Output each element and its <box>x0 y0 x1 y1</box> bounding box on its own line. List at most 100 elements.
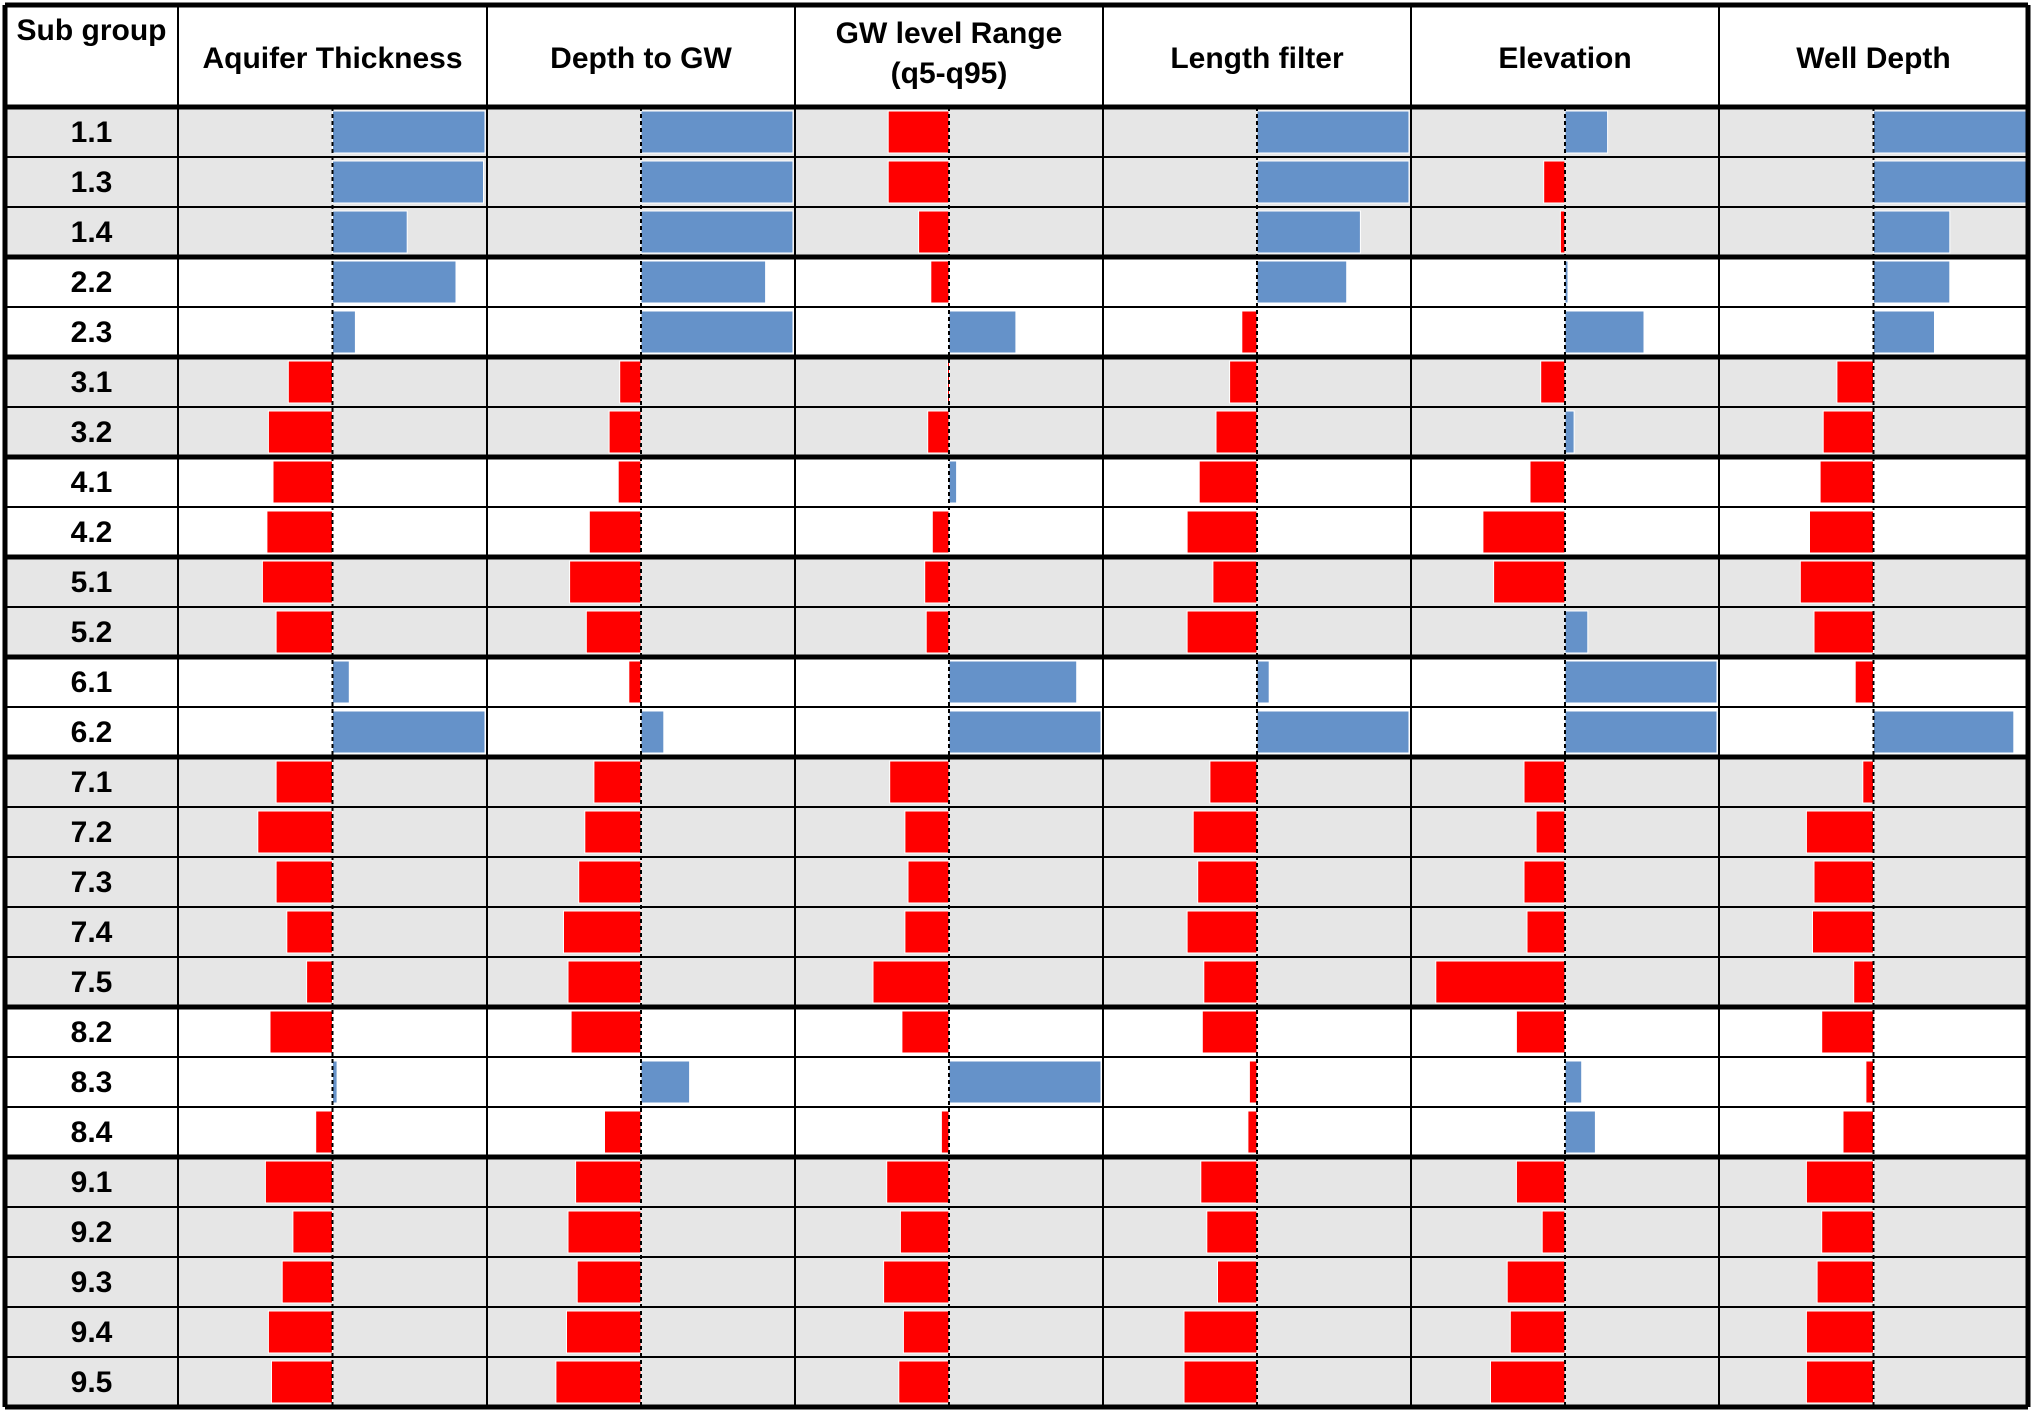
row-background-4-2 <box>5 507 2028 557</box>
bar-9-3-well-depth <box>1816 1260 1874 1304</box>
bar-7-4-length-filter <box>1186 910 1258 954</box>
bar-1-4-well-depth <box>1873 210 1951 254</box>
bar-6-2-elevation <box>1564 710 1718 754</box>
bar-8-4-well-depth <box>1842 1110 1874 1154</box>
bar-5-2-length-filter <box>1186 610 1258 654</box>
bar-1-1-elevation <box>1564 110 1609 154</box>
bar-2-3-gw-level-range-q5-q95 <box>948 310 1017 354</box>
bar-4-1-aquifer-thickness <box>272 460 333 504</box>
row-label-7-3: 7.3 <box>71 866 113 899</box>
bar-3-2-elevation <box>1564 410 1575 454</box>
bar-5-2-gw-level-range-q5-q95 <box>925 610 950 654</box>
column-header-gw-level-range-q5-q95: GW level Range <box>836 17 1063 50</box>
bar-9-3-gw-level-range-q5-q95 <box>883 1260 950 1304</box>
bar-3-1-well-depth <box>1836 360 1875 404</box>
column-header-gw-level-range-q5-q95: (q5-q95) <box>891 57 1008 90</box>
bar-7-5-length-filter <box>1203 960 1258 1004</box>
row-background-7-2 <box>5 807 2028 857</box>
row-label-4-1: 4.1 <box>71 466 113 499</box>
bar-6-2-gw-level-range-q5-q95 <box>948 710 1102 754</box>
bar-5-1-aquifer-thickness <box>261 560 334 604</box>
row-background-9-4 <box>5 1307 2028 1357</box>
bar-2-3-length-filter <box>1241 310 1258 354</box>
row-label-5-1: 5.1 <box>71 566 113 599</box>
bar-7-1-gw-level-range-q5-q95 <box>889 760 950 804</box>
bar-6-2-aquifer-thickness <box>332 710 486 754</box>
row-background-9-2 <box>5 1207 2028 1257</box>
row-label-4-2: 4.2 <box>71 516 113 549</box>
row-label-6-2: 6.2 <box>71 716 113 749</box>
row-label-1-3: 1.3 <box>71 166 113 199</box>
row-label-8-3: 8.3 <box>71 1066 113 1099</box>
bar-7-3-gw-level-range-q5-q95 <box>907 860 950 904</box>
row-label-9-3: 9.3 <box>71 1266 113 1299</box>
bar-4-2-well-depth <box>1809 510 1874 554</box>
bar-7-5-well-depth <box>1853 960 1874 1004</box>
bar-2-2-gw-level-range-q5-q95 <box>930 260 950 304</box>
bar-1-3-aquifer-thickness <box>332 160 484 204</box>
bar-3-1-elevation <box>1540 360 1566 404</box>
row-label-7-2: 7.2 <box>71 816 113 849</box>
row-label-9-1: 9.1 <box>71 1166 113 1199</box>
bar-9-5-gw-level-range-q5-q95 <box>898 1360 950 1404</box>
bar-1-4-aquifer-thickness <box>332 210 408 254</box>
bar-9-2-aquifer-thickness <box>292 1210 333 1254</box>
bar-7-4-gw-level-range-q5-q95 <box>904 910 950 954</box>
bar-9-2-length-filter <box>1206 1210 1258 1254</box>
bar-4-2-length-filter <box>1186 510 1258 554</box>
bar-7-3-elevation <box>1523 860 1566 904</box>
bar-9-4-length-filter <box>1183 1310 1258 1354</box>
row-label-7-1: 7.1 <box>71 766 113 799</box>
row-label-6-1: 6.1 <box>71 666 113 699</box>
bar-5-1-elevation <box>1493 560 1566 604</box>
bar-2-3-aquifer-thickness <box>332 310 356 354</box>
bar-9-1-length-filter <box>1200 1160 1258 1204</box>
row-label-3-2: 3.2 <box>71 416 113 449</box>
column-header-depth-to-gw: Depth to GW <box>550 42 732 75</box>
row-label-7-5: 7.5 <box>71 966 113 999</box>
bar-6-2-length-filter <box>1256 710 1410 754</box>
bar-6-2-well-depth <box>1873 710 2015 754</box>
bar-2-3-elevation <box>1564 310 1645 354</box>
bar-5-2-aquifer-thickness <box>275 610 334 654</box>
bar-2-3-depth-to-gw <box>640 310 794 354</box>
bar-7-5-gw-level-range-q5-q95 <box>872 960 950 1004</box>
bar-7-2-elevation <box>1535 810 1566 854</box>
bar-7-2-well-depth <box>1805 810 1875 854</box>
row-background-7-1 <box>5 757 2028 807</box>
bar-7-2-length-filter <box>1192 810 1258 854</box>
bar-9-1-well-depth <box>1805 1160 1875 1204</box>
bar-7-2-gw-level-range-q5-q95 <box>904 810 950 854</box>
bar-8-2-aquifer-thickness <box>269 1010 333 1054</box>
bar-6-1-depth-to-gw <box>628 660 642 704</box>
bar-7-4-well-depth <box>1812 910 1874 954</box>
bar-2-2-aquifer-thickness <box>332 260 457 304</box>
bar-9-5-well-depth <box>1805 1360 1875 1404</box>
bar-8-2-elevation <box>1515 1010 1566 1054</box>
bar-1-1-well-depth <box>1873 110 2027 154</box>
bar-3-2-aquifer-thickness <box>267 410 333 454</box>
bar-8-4-length-filter <box>1247 1110 1258 1154</box>
bar-8-3-elevation <box>1564 1060 1583 1104</box>
bar-7-3-depth-to-gw <box>578 860 642 904</box>
row-label-1-4: 1.4 <box>71 216 113 249</box>
bar-7-5-depth-to-gw <box>567 960 642 1004</box>
row-label-8-4: 8.4 <box>71 1116 113 1149</box>
bar-5-1-length-filter <box>1212 560 1258 604</box>
row-background-8-2 <box>5 1007 2028 1057</box>
bar-7-1-length-filter <box>1209 760 1258 804</box>
bar-1-3-elevation <box>1543 160 1566 204</box>
column-header-length-filter: Length filter <box>1170 42 1344 75</box>
bar-6-1-aquifer-thickness <box>332 660 350 704</box>
column-header-well-depth: Well Depth <box>1796 42 1950 75</box>
bar-9-3-depth-to-gw <box>576 1260 642 1304</box>
row-label-1-1: 1.1 <box>71 116 113 149</box>
bar-5-1-depth-to-gw <box>569 560 642 604</box>
bar-8-3-gw-level-range-q5-q95 <box>948 1060 1102 1104</box>
row-background-7-3 <box>5 857 2028 907</box>
row-background-1-1 <box>5 107 2028 157</box>
row-background-2-3 <box>5 307 2028 357</box>
bar-8-4-aquifer-thickness <box>315 1110 334 1154</box>
bar-7-2-aquifer-thickness <box>257 810 333 854</box>
